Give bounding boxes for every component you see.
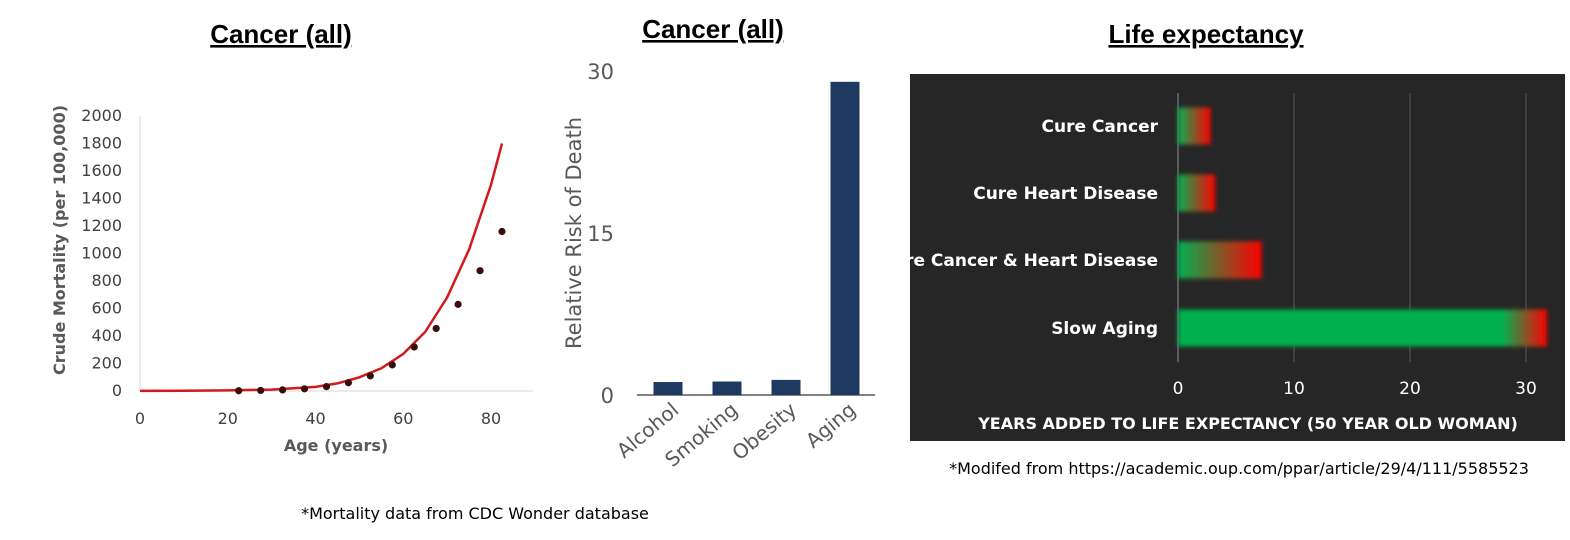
life-expectancy-category-label: Cure Cancer & Heart Disease [881,251,1158,271]
risk-bar [712,381,742,395]
life-expectancy-category-label: Cure Cancer [1042,117,1159,137]
mortality-fit-curve [139,143,504,393]
life-expectancy-x-tick-label: 0 [1173,379,1184,399]
mortality-y-tick-label: 2000 [81,106,122,125]
risk-category-label: Aging [801,397,860,452]
mortality-data-points [235,227,506,395]
risk-y-tick-label: 15 [587,222,614,246]
life-expectancy-category-label: Cure Heart Disease [973,184,1158,204]
life-expectancy-source-note: *Modifed from https://academic.oup.com/p… [949,459,1529,478]
risk-bar [830,81,860,396]
mortality-y-tick-label: 0 [112,381,122,400]
mortality-y-tick-label: 200 [91,354,122,373]
life-expectancy-category-labels: Cure Cancer Cure Heart Disease Cure Cancer… [881,117,1159,339]
mortality-data-point [410,343,418,351]
life-expectancy-bars [1178,107,1547,347]
risk-y-tick-label: 0 [601,384,614,408]
mortality-y-ticks: 0 200 400 600 800 1000 1200 1400 1600 1800 2000 [81,106,122,400]
risk-category-label: Obesity [727,397,801,465]
life-expectancy-x-tick-label: 30 [1515,379,1537,399]
life-expectancy-bar [1178,309,1547,347]
life-expectancy-bar [1178,174,1216,212]
risk-chart: Cancer (all) 0 15 30 AlcoholSmokingObesity… [562,14,875,472]
life-expectancy-bar [1178,107,1211,145]
mortality-data-point [278,386,287,394]
mortality-data-point [432,324,440,333]
life-expectancy-x-tick-label: 10 [1283,379,1305,399]
risk-chart-title: Cancer (all) [642,14,784,44]
mortality-data-point [388,361,396,369]
mortality-x-tick-label: 80 [481,409,501,428]
mortality-y-tick-label: 1800 [81,134,122,153]
mortality-chart-title: Cancer (all) [210,19,352,49]
mortality-y-axis-label: Crude Mortality (per 100,000) [50,105,69,375]
mortality-data-point [300,385,309,393]
mortality-x-tick-label: 40 [305,409,325,428]
risk-bar [771,379,801,395]
mortality-x-tick-label: 60 [393,409,413,428]
risk-y-ticks: 0 15 30 [587,60,614,408]
mortality-data-point [257,386,265,395]
life-expectancy-x-axis-label: YEARS ADDED TO LIFE EXPECTANCY (50 YEAR … [977,414,1518,433]
life-expectancy-chart: Life expectancy Cure Cancer Cure Heart Di… [881,19,1565,441]
life-expectancy-title: Life expectancy [1108,19,1304,49]
risk-y-axis-label: Relative Risk of Death [562,117,586,349]
mortality-y-tick-label: 1600 [81,161,122,180]
mortality-y-tick-label: 1400 [81,189,122,208]
mortality-x-tick-label: 0 [135,409,145,428]
mortality-source-note: *Mortality data from CDC Wonder database [301,504,649,523]
mortality-data-point [476,267,484,275]
mortality-x-ticks: 0 20 40 60 80 [135,409,501,428]
mortality-chart: Cancer (all) 020040060080010001200140016… [50,19,533,455]
mortality-y-tick-label: 1200 [81,216,122,235]
life-expectancy-x-ticks: 0 10 20 30 [1173,379,1537,399]
mortality-data-point [235,387,243,395]
mortality-y-tick-label: 400 [91,326,122,345]
mortality-data-point [322,383,331,391]
risk-y-tick-label: 30 [587,60,614,84]
mortality-y-tick-label: 600 [91,299,122,318]
mortality-y-tick-label: 1000 [81,244,122,263]
life-expectancy-bar [1178,241,1262,279]
mortality-x-axis-label: Age (years) [284,436,388,455]
mortality-data-point [454,300,462,308]
mortality-y-tick-label: 800 [91,271,122,290]
mortality-data-point [498,227,506,236]
mortality-data-point [366,372,374,380]
life-expectancy-x-tick-label: 20 [1399,379,1421,399]
risk-bars [653,81,860,396]
risk-bar [653,382,683,395]
mortality-data-point [344,379,353,387]
life-expectancy-category-label: Slow Aging [1051,319,1158,339]
mortality-x-tick-label: 20 [218,409,238,428]
